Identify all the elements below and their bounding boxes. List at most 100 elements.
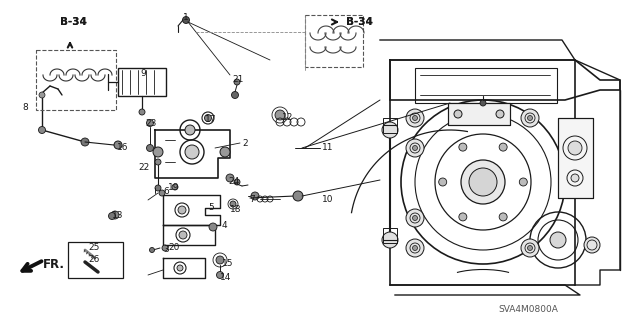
Circle shape bbox=[150, 248, 154, 253]
Circle shape bbox=[39, 92, 45, 98]
Text: SVA4M0800A: SVA4M0800A bbox=[498, 306, 558, 315]
Circle shape bbox=[406, 239, 424, 257]
Text: 15: 15 bbox=[222, 258, 234, 268]
Circle shape bbox=[234, 179, 240, 185]
Bar bbox=[558, 118, 593, 198]
Circle shape bbox=[454, 110, 462, 118]
Circle shape bbox=[293, 191, 303, 201]
Circle shape bbox=[205, 115, 211, 122]
Circle shape bbox=[413, 115, 417, 121]
Text: 19: 19 bbox=[168, 183, 179, 192]
Circle shape bbox=[406, 209, 424, 227]
Circle shape bbox=[114, 141, 122, 149]
Circle shape bbox=[38, 127, 45, 133]
Text: 10: 10 bbox=[322, 196, 333, 204]
Circle shape bbox=[155, 159, 161, 165]
Text: 2: 2 bbox=[242, 138, 248, 147]
Text: 3: 3 bbox=[163, 246, 169, 255]
Circle shape bbox=[216, 271, 223, 278]
Circle shape bbox=[571, 174, 579, 182]
Text: 16: 16 bbox=[117, 144, 129, 152]
Text: 23: 23 bbox=[145, 118, 156, 128]
Circle shape bbox=[527, 246, 532, 250]
Bar bbox=[448, 103, 510, 125]
Circle shape bbox=[499, 213, 507, 221]
Circle shape bbox=[527, 115, 532, 121]
Circle shape bbox=[480, 100, 486, 106]
Text: 4: 4 bbox=[222, 220, 228, 229]
Circle shape bbox=[496, 110, 504, 118]
Circle shape bbox=[155, 185, 161, 191]
Circle shape bbox=[413, 216, 417, 220]
Circle shape bbox=[159, 190, 165, 196]
Circle shape bbox=[459, 213, 467, 221]
Circle shape bbox=[406, 139, 424, 157]
Bar bbox=[36, 50, 116, 110]
Circle shape bbox=[185, 125, 195, 135]
Text: 14: 14 bbox=[220, 273, 232, 283]
Circle shape bbox=[177, 265, 183, 271]
Circle shape bbox=[185, 145, 199, 159]
Circle shape bbox=[147, 145, 154, 152]
Bar bbox=[448, 103, 510, 125]
Circle shape bbox=[251, 192, 259, 200]
Text: 11: 11 bbox=[322, 144, 333, 152]
Circle shape bbox=[382, 232, 398, 248]
Circle shape bbox=[172, 184, 178, 190]
Text: 12: 12 bbox=[282, 114, 293, 122]
Text: 24: 24 bbox=[228, 177, 239, 187]
Circle shape bbox=[521, 239, 539, 257]
Text: B-34: B-34 bbox=[346, 17, 373, 27]
Circle shape bbox=[139, 109, 145, 115]
Circle shape bbox=[413, 145, 417, 151]
Text: 22: 22 bbox=[138, 164, 149, 173]
Bar bbox=[415, 68, 557, 103]
Circle shape bbox=[230, 201, 236, 207]
Bar bbox=[383, 118, 397, 133]
Circle shape bbox=[147, 120, 154, 127]
Circle shape bbox=[226, 174, 234, 182]
Circle shape bbox=[521, 109, 539, 127]
Bar bbox=[305, 15, 363, 67]
Bar bbox=[118, 68, 166, 96]
Circle shape bbox=[178, 206, 186, 214]
Circle shape bbox=[461, 160, 505, 204]
Text: 26: 26 bbox=[88, 256, 99, 264]
Circle shape bbox=[179, 231, 187, 239]
Circle shape bbox=[109, 212, 115, 219]
Bar bbox=[68, 242, 123, 278]
Circle shape bbox=[234, 79, 240, 85]
Circle shape bbox=[182, 17, 189, 24]
Text: 1: 1 bbox=[183, 13, 189, 23]
Bar bbox=[383, 228, 397, 243]
Text: 18: 18 bbox=[230, 205, 241, 214]
Text: 21: 21 bbox=[232, 76, 243, 85]
Circle shape bbox=[162, 245, 168, 251]
Circle shape bbox=[153, 147, 163, 157]
Text: 6: 6 bbox=[163, 188, 169, 197]
Text: 7: 7 bbox=[249, 196, 255, 204]
Circle shape bbox=[550, 232, 566, 248]
Circle shape bbox=[382, 122, 398, 138]
Circle shape bbox=[438, 178, 447, 186]
Circle shape bbox=[519, 178, 527, 186]
Text: 17: 17 bbox=[205, 115, 216, 124]
Text: 13: 13 bbox=[112, 211, 124, 219]
Circle shape bbox=[220, 147, 230, 157]
Bar bbox=[558, 118, 593, 198]
Text: B-34: B-34 bbox=[346, 17, 373, 27]
Text: 8: 8 bbox=[22, 103, 28, 113]
Text: 9: 9 bbox=[140, 69, 146, 78]
Circle shape bbox=[275, 110, 285, 120]
Circle shape bbox=[81, 138, 89, 146]
Circle shape bbox=[406, 109, 424, 127]
Circle shape bbox=[584, 237, 600, 253]
Text: B-34: B-34 bbox=[60, 17, 87, 27]
Text: FR.: FR. bbox=[43, 257, 65, 271]
Circle shape bbox=[216, 256, 224, 264]
Text: 20: 20 bbox=[168, 243, 179, 253]
Circle shape bbox=[232, 92, 239, 99]
Text: 5: 5 bbox=[208, 204, 214, 212]
Circle shape bbox=[568, 141, 582, 155]
Circle shape bbox=[413, 246, 417, 250]
